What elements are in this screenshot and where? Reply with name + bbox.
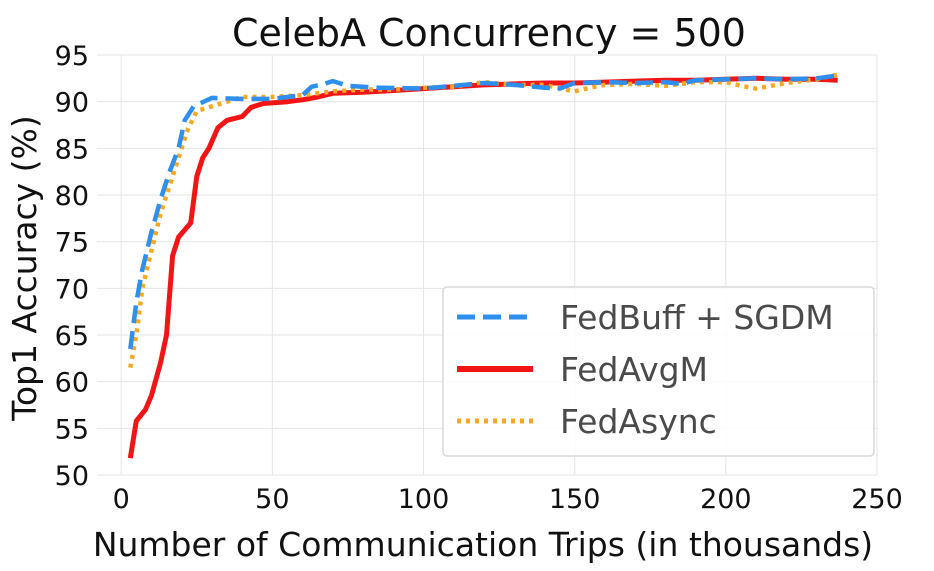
y-tick-label: 90 [55,88,89,119]
y-tick-label: 70 [55,274,89,305]
x-tick-label: 0 [113,484,130,515]
x-tick-label: 50 [255,484,289,515]
chart-title: CelebA Concurrency = 500 [232,11,746,55]
legend-label: FedAvgM [560,350,708,389]
x-tick-label: 250 [851,484,903,515]
x-axis-title: Number of Communication Trips (in thousa… [93,525,873,564]
series-layer [127,72,839,459]
y-tick-label: 75 [55,228,89,259]
series-line-fedavgm [127,75,838,459]
legend-label: FedAsync [560,402,717,441]
y-tick-label: 85 [55,134,89,165]
y-tick-label: 55 [55,414,89,445]
legend: FedBuff + SGDM FedAvgM FedAsync [442,286,875,457]
x-tick-label: 150 [549,484,601,515]
legend-label: FedBuff + SGDM [560,298,834,337]
y-tick-label: 60 [55,368,89,399]
y-tick-label: 65 [55,321,89,352]
x-axis-ticks: 0 50 100 150 200 250 [113,484,903,515]
y-tick-label: 95 [55,41,89,72]
y-tick-label: 80 [55,181,89,212]
y-tick-label: 50 [55,461,89,492]
x-tick-label: 200 [700,484,752,515]
y-axis-title: Top1 Accuracy (%) [5,115,44,421]
legend-box [442,286,875,457]
series-line-fedbuff-sgdm [128,73,838,350]
x-tick-label: 100 [398,484,450,515]
y-axis-ticks: 50 55 60 65 70 75 80 85 90 95 [55,41,89,492]
